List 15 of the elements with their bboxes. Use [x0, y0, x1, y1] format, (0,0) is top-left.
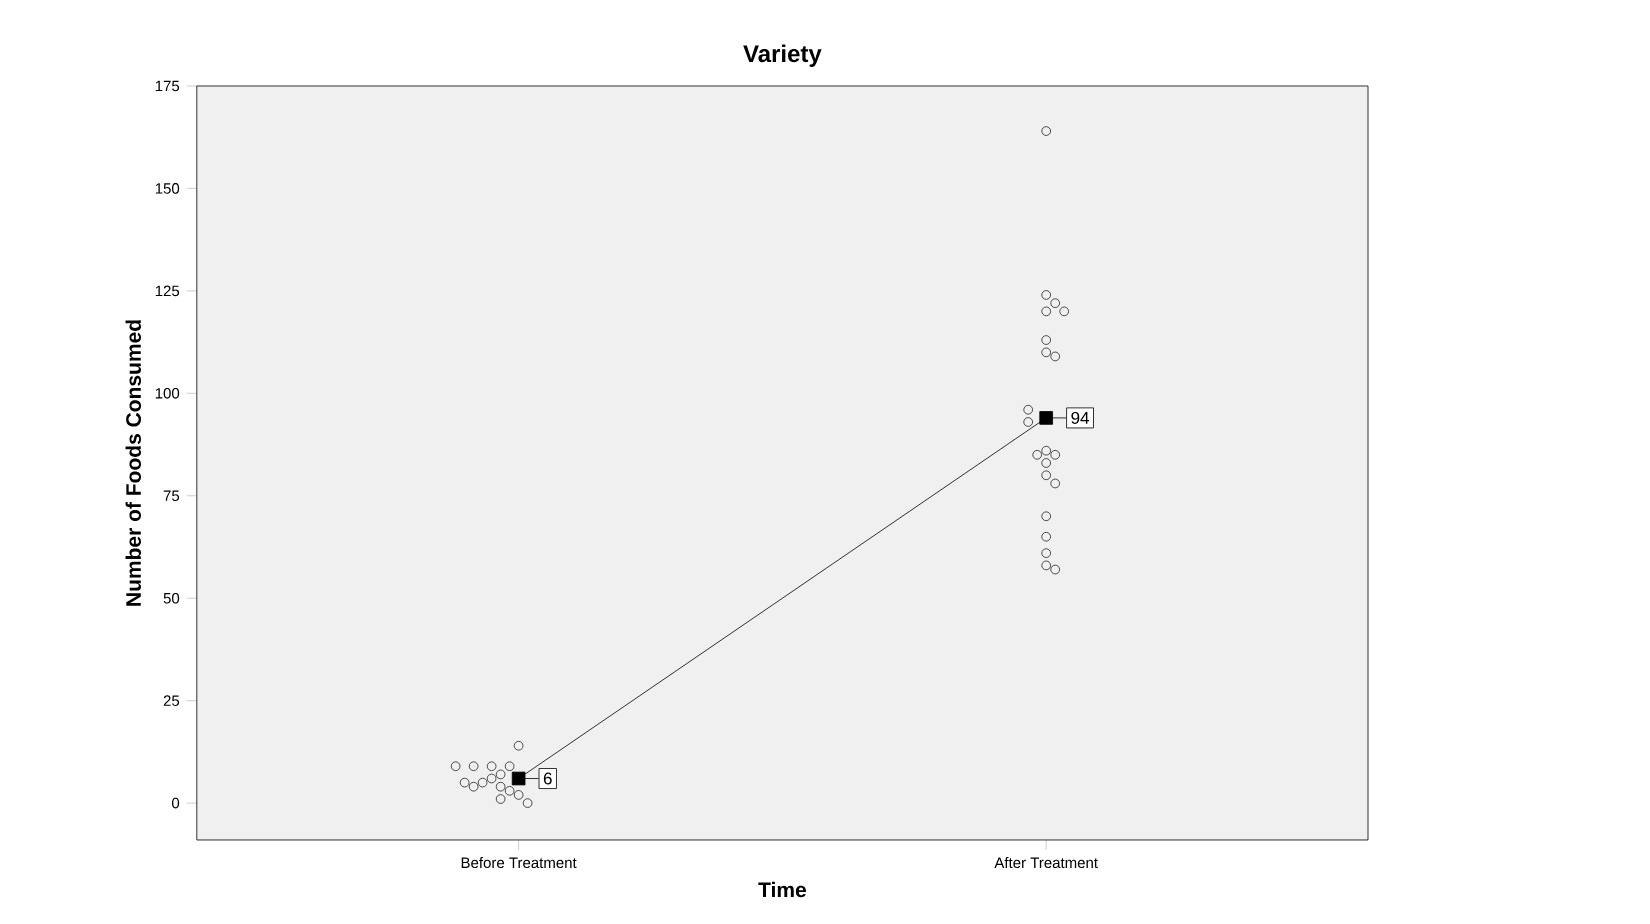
y-tick-label: 25 [163, 695, 180, 706]
x-tick-label: After Treatment [994, 857, 1098, 869]
y-tick-label: 150 [155, 183, 180, 194]
y-tick-label: 125 [155, 285, 180, 297]
data-label: 94 [1071, 411, 1090, 424]
y-tick-label: 0 [171, 797, 180, 809]
y-axis-title: Number of Foods Consumed [125, 320, 141, 606]
x-axis-title: Time [758, 881, 806, 898]
x-tick-label: Before Treatment [461, 857, 577, 869]
data-label: 6 [543, 772, 552, 785]
y-tick-label: 100 [155, 388, 180, 399]
chart-title: Variety [743, 44, 822, 67]
y-tick-label: 175 [155, 80, 180, 92]
y-tick-label: 50 [163, 592, 180, 604]
y-tick-label: 75 [163, 490, 180, 502]
